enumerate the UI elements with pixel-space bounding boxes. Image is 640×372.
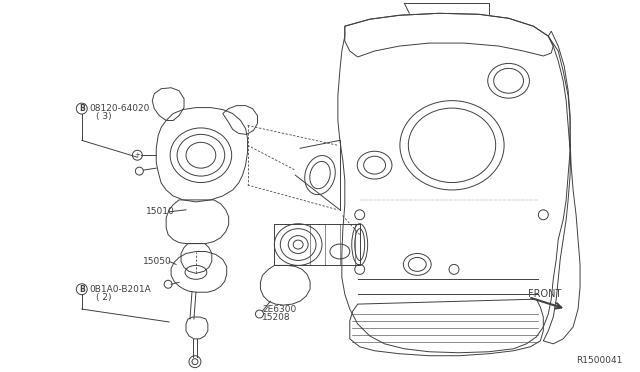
Text: 15050: 15050 (143, 257, 172, 266)
Text: FRONT: FRONT (529, 289, 562, 299)
Text: ( 3): ( 3) (96, 112, 111, 121)
Text: ( 2): ( 2) (96, 293, 111, 302)
Text: 2E6300: 2E6300 (262, 305, 297, 314)
Text: +: + (134, 152, 140, 158)
Text: B: B (79, 285, 84, 294)
Text: 15208: 15208 (262, 312, 291, 321)
Text: B: B (79, 104, 84, 113)
Text: 15010: 15010 (147, 207, 175, 216)
Text: 0B1A0-B201A: 0B1A0-B201A (90, 285, 152, 294)
Text: 08120-64020: 08120-64020 (90, 104, 150, 113)
Text: R1500041: R1500041 (577, 356, 623, 365)
